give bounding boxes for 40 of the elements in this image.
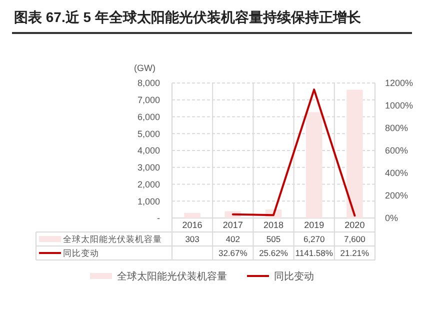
x-tick-label: 2019 xyxy=(304,220,324,230)
y-axis-title: (GW) xyxy=(134,63,156,73)
chart-title: 图表 67.近 5 年全球太阳能光伏装机容量持续保持正增长 xyxy=(14,9,362,25)
bar xyxy=(184,212,200,218)
y2-tick-label: 600% xyxy=(385,146,408,156)
y2-tick-label: 1000% xyxy=(385,100,414,111)
text: 同比变动 xyxy=(63,248,99,258)
x-tick-label: 2017 xyxy=(222,220,243,230)
data-label: 402 xyxy=(226,234,240,244)
y-tick-label: 4,000 xyxy=(137,146,160,156)
data-label: 1141.58% xyxy=(295,248,334,258)
legend-label: 同比变动 xyxy=(274,270,314,282)
y-tick-label: 6,000 xyxy=(137,112,160,122)
y2-tick-label: 400% xyxy=(385,168,408,178)
line-series xyxy=(232,88,356,217)
data-label: 303 xyxy=(185,234,200,244)
data-label: 25.62% xyxy=(259,248,288,258)
y-tick-label: 1,000 xyxy=(137,196,160,206)
y-tick-label: 7,000 xyxy=(137,95,160,106)
data-label: 505 xyxy=(266,234,281,244)
text: 全球太阳能光伏装机容量 xyxy=(117,272,227,282)
y-tick-label: 8,000 xyxy=(137,78,160,88)
y-tick-label: 5,000 xyxy=(137,128,160,139)
bar xyxy=(306,112,322,218)
y2-tick-label: 800% xyxy=(385,123,408,134)
y2-tick-label: 1200% xyxy=(385,78,414,88)
y-tick-label: - xyxy=(157,213,160,224)
y2-tick-label: 0% xyxy=(385,213,398,224)
data-label: 6,270 xyxy=(303,234,326,244)
x-tick-label: 2016 xyxy=(182,220,202,230)
legend-label: 全球太阳能光伏装机容量 xyxy=(63,234,162,244)
data-label: 21.21% xyxy=(340,248,370,258)
y2-tick-label: 200% xyxy=(385,190,408,201)
y-tick-label: 3,000 xyxy=(137,162,160,173)
data-label: 32.67% xyxy=(218,248,248,258)
bar xyxy=(346,90,363,218)
x-tick-label: 2018 xyxy=(263,220,284,230)
y-tick-label: 2,000 xyxy=(137,179,160,190)
x-tick-label: 2020 xyxy=(344,220,365,230)
data-label: 7,600 xyxy=(344,234,366,244)
